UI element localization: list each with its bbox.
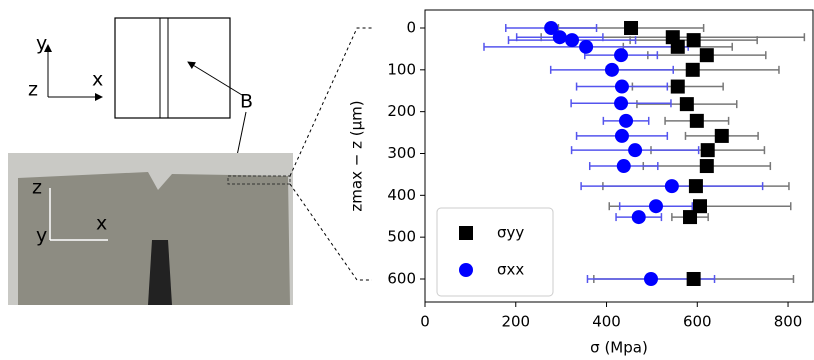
legend — [436, 207, 554, 297]
x-tick-label: 600 — [683, 313, 712, 331]
axis-letter: x — [96, 213, 107, 235]
data-point — [604, 62, 619, 77]
data-point — [614, 128, 629, 143]
data-point — [683, 210, 698, 225]
data-point — [552, 30, 567, 45]
data-point — [614, 48, 629, 63]
legend-marker — [459, 226, 473, 240]
data-point — [670, 39, 685, 54]
y-tick-label: 0 — [406, 18, 416, 36]
data-point — [714, 128, 729, 143]
y-tick-label: 200 — [387, 102, 416, 120]
x-tick-label: 0 — [420, 313, 430, 331]
data-point — [693, 199, 708, 214]
y-tick-label: 100 — [387, 60, 416, 78]
legend-marker — [459, 263, 473, 277]
data-point — [685, 62, 700, 77]
data-point — [679, 97, 694, 112]
data-point — [699, 48, 714, 63]
x-tick-label: 400 — [592, 313, 621, 331]
axis-letter: z — [28, 79, 38, 101]
data-point — [544, 20, 559, 35]
zoom-line — [289, 27, 372, 177]
data-point — [700, 143, 715, 158]
data-point — [616, 159, 631, 174]
data-point — [686, 33, 701, 48]
zoom-region — [227, 175, 291, 185]
data-point — [624, 20, 639, 35]
data-point — [686, 271, 701, 286]
zoom-line — [289, 183, 372, 281]
data-point — [565, 33, 580, 48]
legend-label: σxx — [497, 261, 524, 279]
data-point — [614, 96, 629, 111]
data-point — [619, 113, 634, 128]
axis-letter: x — [92, 69, 103, 91]
crack — [148, 240, 172, 305]
data-point — [664, 179, 679, 194]
data-point — [643, 271, 658, 286]
data-point — [614, 79, 629, 94]
y-tick-label: 600 — [387, 269, 416, 287]
plot-frame — [424, 9, 814, 303]
region-label: B — [240, 91, 253, 113]
sample-schematic — [114, 17, 231, 119]
legend-label: σyy — [497, 224, 524, 242]
x-axis-label: σ (Mpa) — [590, 339, 648, 357]
data-point — [628, 143, 643, 158]
y-tick-label: 400 — [387, 186, 416, 204]
data-point — [670, 79, 685, 94]
axis-letter: y — [36, 33, 47, 55]
data-point — [631, 210, 646, 225]
y-tick-label: 500 — [387, 228, 416, 246]
data-point — [699, 159, 714, 174]
data-point — [648, 199, 663, 214]
specimen-photo — [18, 172, 290, 305]
y-axis-label: zmax − z (μm) — [348, 100, 366, 211]
x-tick-label: 800 — [774, 313, 803, 331]
data-point — [689, 113, 704, 128]
data-point — [688, 179, 703, 194]
x-tick-label: 200 — [501, 313, 530, 331]
axis-letter: z — [32, 177, 42, 199]
axis-letter: y — [36, 225, 47, 247]
data-point — [579, 39, 594, 54]
pointer-arrow — [187, 61, 243, 96]
y-tick-label: 300 — [387, 144, 416, 162]
